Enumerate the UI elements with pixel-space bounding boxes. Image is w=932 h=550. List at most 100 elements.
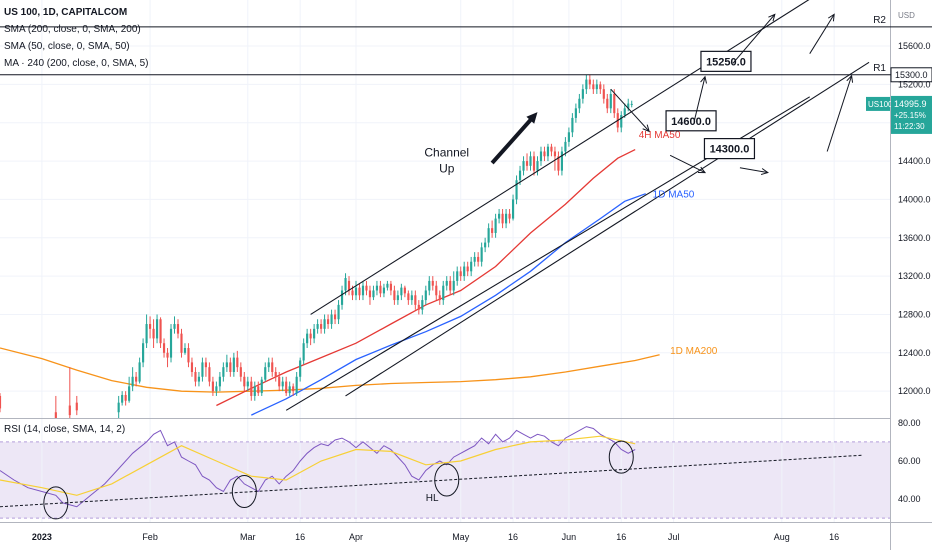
candle [588,74,591,90]
candle-body [494,218,497,233]
target-label: 14300.0 [710,144,750,156]
candle [152,319,155,349]
candle-body [386,283,389,288]
rsi-legend[interactable]: RSI (14, close, SMA, 14, 2) [4,424,126,435]
candle [330,309,333,329]
price-tick: 13600.0 [898,233,931,243]
arrow-head [698,166,707,174]
candle-body [194,371,197,382]
candle [128,376,131,403]
arrow-head [642,124,650,133]
time-tick: Jul [668,532,680,542]
candle-body [239,367,242,377]
candle [532,151,536,176]
rsi-circle [608,440,634,474]
last-price-change: +25.15% [894,111,926,120]
time-tick: 16 [616,532,626,542]
candle [578,93,581,114]
candle [494,213,497,238]
candle-body [456,271,459,281]
candle [194,367,197,387]
candle-body [68,405,71,416]
candle [414,290,417,310]
candle [173,316,176,334]
candle [477,252,480,267]
candle [606,93,609,114]
candle [124,391,127,406]
candle-body [288,386,291,394]
candle-body [340,290,344,305]
candle [581,84,584,104]
price-tick: 15200.0 [898,79,931,89]
candle-body [623,108,626,116]
bar-countdown: 11:22:30 [894,122,925,131]
candle-body [299,360,302,377]
candle-body [365,285,368,291]
candle [243,371,246,392]
candle-body [128,386,131,401]
candle [389,280,392,296]
candle [515,175,518,205]
candle [613,89,616,118]
annotation-text: Channel [424,145,469,159]
candle-body [264,367,267,380]
candle-body [320,324,323,329]
candle-body [442,285,445,301]
candle [627,98,630,112]
candle-body [431,280,434,286]
candle-body [421,300,424,310]
projection-arrow [739,167,769,175]
candle [253,381,256,401]
candle-body [190,362,194,372]
candle-body [0,395,2,409]
candle-body [435,285,438,296]
level-label-r2: R2 [873,15,886,26]
candle [470,256,473,277]
candle [396,290,399,305]
channel-line-upper [310,0,810,315]
symbol-title[interactable]: US 100, 1D, CAPITALCOM [4,7,128,18]
candle-body [313,328,316,339]
candle [138,357,141,384]
candle-body [271,362,274,372]
candle-body [225,362,228,368]
price-tick: 12800.0 [898,309,931,319]
candle-body [417,304,420,310]
candle-body [316,324,319,329]
indicator-sma200[interactable]: SMA (200, close, 0, SMA, 200) [4,24,141,35]
candle-body [428,280,431,291]
candle-body [459,271,462,277]
rsi-line [0,426,636,508]
candle [522,156,525,176]
candle-body [511,199,515,219]
candle-body [173,324,176,329]
candle-body [354,287,358,296]
candle [393,285,396,305]
rsi-tick: 40.00 [898,494,921,504]
candle [313,324,316,344]
candle-body [620,115,623,128]
candle [0,393,2,413]
candle-body [560,151,564,171]
indicator-ma240[interactable]: MA · 240 (200, close, 0, SMA, 5) [4,58,149,69]
candle-body [449,280,452,291]
candle [316,319,319,334]
candle [246,376,249,392]
candle [410,290,413,305]
candle-body [557,156,560,171]
candle [386,280,389,291]
candle-body [333,314,337,320]
candle [155,314,159,344]
candle [452,271,455,296]
candle [546,143,550,162]
candle-body [124,394,127,401]
candle-body [539,151,543,162]
candle [473,252,476,267]
indicator-sma50[interactable]: SMA (50, close, 0, SMA, 50) [4,41,130,52]
candle [431,276,434,291]
currency-label: USD [898,11,915,20]
candle [232,352,235,377]
candle-body [536,161,539,171]
rsi-tick: 80.00 [898,418,921,428]
